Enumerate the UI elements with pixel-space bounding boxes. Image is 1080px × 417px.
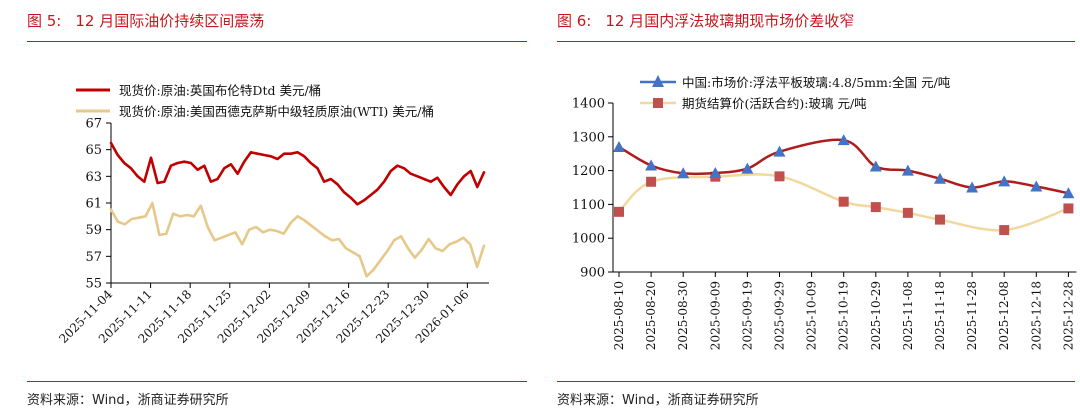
title-rule — [27, 41, 527, 42]
data-point-spot — [966, 181, 979, 193]
x-tick-label: 2025-10-09 — [805, 281, 819, 350]
legend-label: 现货价:原油:美国西德克萨斯中级轻质原油(WTI) 美元/桶 — [119, 104, 434, 119]
y-tick-label: 1400 — [572, 97, 605, 112]
glass-price-chart: 中国:市场价:浮法平板玻璃:4.8/5mm:全国 元/吨期货结算价(活跃合约):… — [572, 75, 1077, 350]
panel-oil-price: 图 5: 12 月国际油价持续区间震荡 现货价:原油:英国布伦特Dtd 美元/桶现… — [0, 0, 530, 417]
x-tick-label: 2025-09-19 — [740, 281, 754, 350]
figure-label: 图 5: — [27, 12, 62, 30]
figure-title-text: 12 月国内浮法玻璃期现市场价差收窄 — [605, 12, 855, 30]
y-tick-label: 1000 — [572, 232, 605, 247]
legend-label: 中国:市场价:浮法平板玻璃:4.8/5mm:全国 元/吨 — [682, 75, 951, 90]
data-point-futures — [999, 225, 1010, 236]
x-tick-label: 2025-12-28 — [1061, 281, 1075, 350]
x-tick-label: 2025-10-29 — [869, 281, 883, 350]
data-point-spot — [1030, 180, 1043, 192]
figure-title-text: 12 月国际油价持续区间震荡 — [75, 12, 265, 30]
x-tick-label: 2025-09-09 — [708, 281, 722, 350]
y-tick-label: 65 — [85, 143, 102, 158]
legend-marker-triangle — [652, 75, 664, 87]
figure-title: 图 5: 12 月国际油价持续区间震荡 — [27, 10, 264, 31]
oil-price-chart: 现货价:原油:英国布伦特Dtd 美元/桶现货价:原油:美国西德克萨斯中级轻质原油… — [56, 83, 489, 346]
source-note: 资料来源：Wind，浙商证券研究所 — [557, 393, 759, 408]
y-tick-label: 1300 — [572, 130, 605, 145]
data-point-futures — [838, 196, 849, 207]
x-tick-label: 2025-11-18 — [933, 281, 947, 350]
panel-glass-price: 图 6: 12 月国内浮法玻璃期现市场价差收窄 中国:市场价:浮法平板玻璃:4.8… — [548, 0, 1080, 417]
y-tick-label: 55 — [85, 277, 102, 292]
source-note: 资料来源：Wind，浙商证券研究所 — [27, 393, 229, 408]
figure-title: 图 6: 12 月国内浮法玻璃期现市场价差收窄 — [557, 10, 854, 31]
y-tick-label: 57 — [85, 250, 102, 265]
title-rule — [557, 41, 1075, 42]
data-point-futures — [935, 214, 945, 225]
y-tick-label: 1200 — [572, 164, 605, 179]
x-tick-label: 2025-09-29 — [773, 281, 787, 350]
data-point-spot — [934, 172, 946, 184]
data-point-spot — [741, 162, 754, 174]
x-tick-label: 2025-11-08 — [901, 281, 915, 350]
data-point-spot — [1062, 187, 1075, 199]
x-tick-label: 2025-10-19 — [837, 281, 851, 350]
x-tick-label: 2025-11-28 — [965, 281, 979, 350]
legend-marker-square — [653, 98, 663, 108]
data-point-spot — [773, 145, 786, 157]
y-tick-label: 61 — [85, 197, 102, 212]
legend-label: 期货结算价(活跃合约):玻璃 元/吨 — [682, 96, 867, 111]
data-point-spot — [901, 164, 914, 176]
data-point-futures — [614, 206, 624, 217]
data-point-spot — [837, 134, 850, 146]
data-point-futures — [646, 176, 657, 187]
source-rule — [557, 381, 1075, 382]
figure-label: 图 6: — [557, 12, 592, 30]
y-tick-label: 63 — [85, 170, 102, 185]
y-tick-label: 67 — [85, 117, 102, 132]
series-line-brent — [109, 141, 486, 206]
data-point-spot — [998, 175, 1011, 187]
data-point-futures — [1063, 203, 1074, 214]
data-point-spot — [709, 166, 722, 178]
legend-label: 现货价:原油:英国布伦特Dtd 美元/桶 — [119, 83, 321, 98]
x-tick-label: 2025-12-18 — [1029, 281, 1043, 350]
data-point-futures — [774, 171, 785, 182]
series-line-wti — [109, 201, 486, 278]
data-point-futures — [902, 207, 913, 218]
x-tick-label: 2025-12-08 — [997, 281, 1011, 350]
x-tick-label: 2025-08-30 — [676, 281, 690, 350]
source-rule — [27, 381, 527, 382]
x-tick-label: 2025-08-20 — [644, 281, 658, 350]
data-point-spot — [613, 140, 625, 152]
data-point-futures — [870, 202, 881, 213]
y-tick-label: 59 — [85, 223, 102, 238]
x-tick-label: 2025-08-10 — [612, 281, 626, 350]
data-point-spot — [869, 160, 882, 172]
data-point-spot — [677, 167, 690, 179]
data-point-spot — [645, 159, 658, 171]
y-tick-label: 1100 — [572, 198, 605, 213]
y-tick-label: 900 — [580, 266, 605, 281]
